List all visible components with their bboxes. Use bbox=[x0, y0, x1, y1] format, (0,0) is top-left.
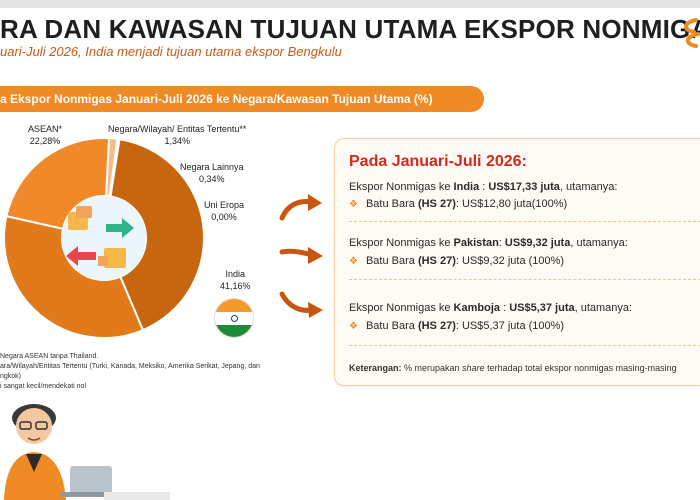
chart-footnotes: Negara ASEAN tanpa Thailand. ara/Wilayah… bbox=[0, 352, 260, 392]
summary-panel: Pada Januari-Juli 2026: Ekspor Nonmigas … bbox=[334, 138, 700, 386]
entry-pakistan-item: ❖ Batu Bara (HS 27): US$9,32 juta (100%) bbox=[349, 255, 565, 267]
curved-arrow-icon bbox=[279, 291, 323, 318]
trade-illustration-icon bbox=[66, 206, 134, 268]
entry-divider bbox=[349, 279, 700, 280]
keterangan-note: Keterangan: % merupakan share terhadap t… bbox=[349, 363, 677, 373]
footnote-4: i sangat kecil/mendekati nol bbox=[0, 383, 86, 390]
india-flag-icon bbox=[214, 298, 254, 338]
page-subtitle: uari-Juli 2026, India menjadi tujuan uta… bbox=[0, 44, 342, 59]
page-title: RA DAN KAWASAN TUJUAN UTAMA EKSPOR NONMI… bbox=[0, 14, 700, 44]
diamond-bullet-icon: ❖ bbox=[349, 321, 358, 332]
logo-icon bbox=[684, 18, 700, 48]
top-frame-bar bbox=[0, 0, 700, 8]
entry-pakistan: Ekspor Nonmigas ke Pakistan: US$9,32 jut… bbox=[349, 237, 628, 249]
label-uni-eropa: Uni Eropa 0,00% bbox=[204, 200, 245, 222]
diamond-bullet-icon: ❖ bbox=[349, 256, 358, 267]
mascot-illustration bbox=[4, 404, 170, 500]
curved-arrow-icon bbox=[279, 194, 322, 221]
label-india: India 41,16% bbox=[220, 269, 251, 291]
donut-center bbox=[62, 196, 146, 280]
footnote-3: ngkok) bbox=[0, 373, 22, 380]
entry-divider bbox=[349, 345, 700, 346]
label-asean: ASEAN* 22,28% bbox=[28, 124, 63, 146]
entry-india-item: ❖ Batu Bara (HS 27): US$12,80 juta(100%) bbox=[349, 198, 568, 210]
entry-india: Ekspor Nonmigas ke India : US$17,33 juta… bbox=[349, 181, 618, 193]
entry-divider bbox=[349, 221, 700, 222]
diamond-bullet-icon: ❖ bbox=[349, 199, 358, 210]
label-negara-lainnya: Negara Lainnya 0,34% bbox=[180, 162, 244, 184]
curved-arrow-icon bbox=[279, 247, 323, 264]
chart-banner: a Ekspor Nonmigas Januari-Juli 2026 ke N… bbox=[0, 86, 484, 112]
entry-kamboja: Ekspor Nonmigas ke Kamboja : US$5,37 jut… bbox=[349, 302, 633, 314]
export-donut-chart bbox=[3, 137, 205, 339]
label-negara-tertentu: Negara/Wilayah/ Entitas Tertentu** 1,34% bbox=[108, 124, 247, 146]
entry-kamboja-item: ❖ Batu Bara (HS 27): US$5,37 juta (100%) bbox=[349, 320, 565, 332]
footnote-2: ara/Wilayah/Entitas Tertentu (Turki, Kan… bbox=[0, 363, 260, 370]
footnote-1: Negara ASEAN tanpa Thailand. bbox=[0, 353, 99, 360]
summary-heading: Pada Januari-Juli 2026: bbox=[349, 153, 527, 170]
